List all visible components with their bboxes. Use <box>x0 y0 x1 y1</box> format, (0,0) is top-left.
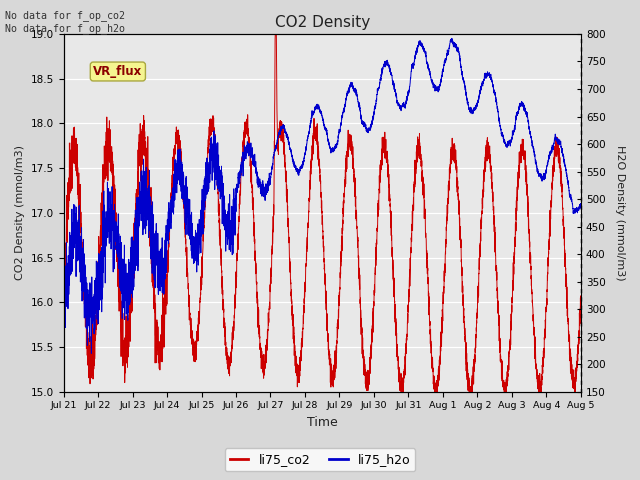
Text: No data for f_op_h2o: No data for f_op_h2o <box>5 23 125 34</box>
Y-axis label: CO2 Density (mmol/m3): CO2 Density (mmol/m3) <box>15 145 25 280</box>
Legend: li75_co2, li75_h2o: li75_co2, li75_h2o <box>225 448 415 471</box>
X-axis label: Time: Time <box>307 416 338 429</box>
Y-axis label: H2O Density (mmol/m3): H2O Density (mmol/m3) <box>615 145 625 281</box>
Title: CO2 Density: CO2 Density <box>275 15 370 30</box>
Text: VR_flux: VR_flux <box>93 65 143 78</box>
Text: No data for f_op_co2: No data for f_op_co2 <box>5 11 125 22</box>
